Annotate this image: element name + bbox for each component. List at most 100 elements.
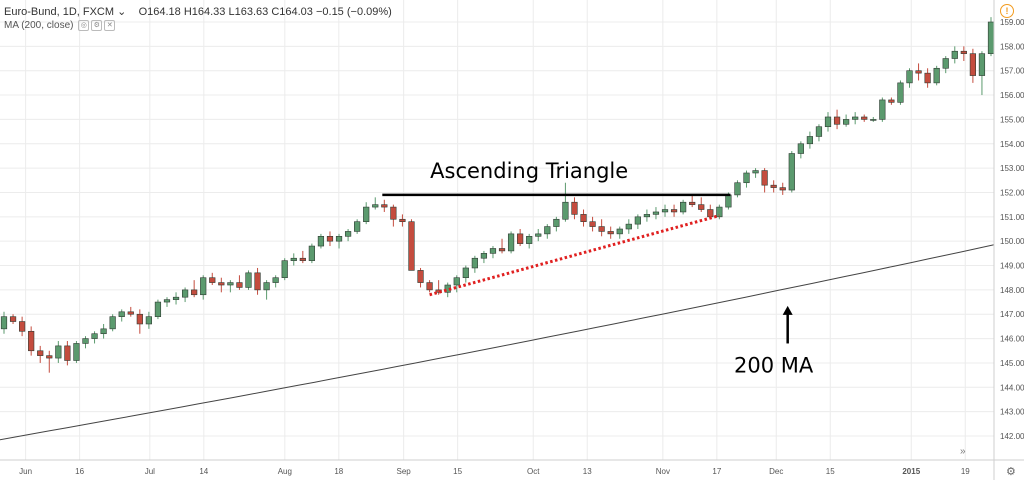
candlestick xyxy=(154,299,162,320)
candle-body xyxy=(752,170,759,174)
candlestick xyxy=(571,197,578,220)
y-tick-label: 145.00 xyxy=(1000,359,1024,368)
ohlc-open: O164.18 xyxy=(138,6,181,18)
candle-body xyxy=(779,187,786,191)
candlestick xyxy=(0,311,8,334)
x-tick-label: Oct xyxy=(527,467,540,476)
visibility-icon[interactable]: ◎ xyxy=(78,20,90,31)
candle-body xyxy=(580,214,587,222)
candle-body xyxy=(209,277,216,283)
candle-body xyxy=(181,289,189,298)
candlestick xyxy=(535,229,542,242)
candle-body xyxy=(399,218,406,222)
candle-body xyxy=(462,267,469,279)
candlestick xyxy=(897,80,904,105)
candle-body xyxy=(372,204,379,208)
candle-body xyxy=(326,236,334,242)
candlestick xyxy=(879,97,886,122)
candlestick xyxy=(381,199,388,212)
candlestick xyxy=(888,97,895,105)
candlestick xyxy=(408,219,415,271)
candle-body xyxy=(634,216,641,225)
y-tick-label: 144.00 xyxy=(1000,383,1024,392)
candle-body xyxy=(815,126,823,137)
candle-body xyxy=(200,277,207,296)
candlestick xyxy=(55,341,62,363)
candle-body xyxy=(100,328,107,335)
ohlc-high: H164.33 xyxy=(183,6,226,18)
candle-body xyxy=(698,204,705,210)
candle-body xyxy=(163,299,171,303)
ohlc-change: −0.15 (−0.09%) xyxy=(315,6,392,18)
y-tick-label: 153.00 xyxy=(1000,164,1024,173)
annotations: Ascending Triangle 200 MA xyxy=(382,159,814,378)
candlestick xyxy=(417,267,424,288)
candle-body xyxy=(707,209,714,218)
chevron-down-icon[interactable]: ⌄ xyxy=(117,6,127,18)
candle-body xyxy=(942,58,949,69)
grid xyxy=(0,0,994,460)
candlestick xyxy=(480,250,488,264)
candle-body xyxy=(344,231,352,237)
candlestick xyxy=(200,275,207,300)
candle-body xyxy=(263,282,270,291)
candlestick xyxy=(127,306,134,317)
x-tick-label: Sep xyxy=(397,467,412,476)
indicator-legend[interactable]: MA (200, close) ◎ ⚙ ✕ xyxy=(4,20,116,31)
candlestick xyxy=(354,219,361,234)
gear-icon[interactable]: ⚙ xyxy=(1006,466,1016,478)
scroll-to-realtime-icon[interactable]: » xyxy=(960,446,966,457)
x-tick-label: 19 xyxy=(961,467,970,476)
candlestick xyxy=(960,46,967,61)
candlestick xyxy=(924,68,931,88)
candlestick xyxy=(843,114,850,127)
candle-body xyxy=(770,184,777,188)
candle-body xyxy=(390,206,397,220)
candlestick xyxy=(933,65,940,86)
ma-200-line xyxy=(0,244,995,441)
candle-body xyxy=(562,201,569,220)
candlestick xyxy=(172,292,180,305)
candle-body xyxy=(91,333,98,339)
x-tick-label: Jun xyxy=(19,467,32,476)
candle-body xyxy=(408,221,415,271)
candle-body xyxy=(852,116,859,120)
candle-body xyxy=(281,260,288,279)
y-tick-label: 152.00 xyxy=(1000,188,1024,197)
candlestick xyxy=(453,275,460,293)
candle-body xyxy=(951,50,958,59)
warning-icon[interactable]: ! xyxy=(1000,4,1014,18)
candle-body xyxy=(426,282,433,291)
y-tick-label: 156.00 xyxy=(1000,91,1024,100)
candlestick xyxy=(136,309,143,334)
close-icon[interactable]: ✕ xyxy=(104,20,116,31)
candle-body xyxy=(987,21,995,54)
symbol-name[interactable]: Euro-Bund, 1D, FXCM xyxy=(4,6,115,18)
candle-body xyxy=(218,282,225,286)
settings-icon[interactable]: ⚙ xyxy=(91,20,103,31)
candlestick xyxy=(46,350,53,373)
candlesticks[interactable] xyxy=(0,17,995,373)
candlestick xyxy=(191,280,198,298)
candlestick xyxy=(263,280,270,300)
candle-body xyxy=(73,343,80,361)
candle-body xyxy=(879,99,886,120)
candlestick xyxy=(109,314,116,332)
candlestick xyxy=(824,112,832,132)
candlestick xyxy=(852,112,859,125)
candle-body xyxy=(643,214,651,218)
candle-body xyxy=(535,233,542,237)
symbol-legend[interactable]: Euro-Bund, 1D, FXCM ⌄ O164.18 H164.33 L1… xyxy=(4,5,392,18)
x-tick-label: 14 xyxy=(199,467,208,476)
candle-body xyxy=(127,311,134,315)
candlestick xyxy=(661,204,669,217)
annotation-label: Ascending Triangle xyxy=(430,159,628,183)
candle-body xyxy=(806,136,814,145)
x-tick-label: Aug xyxy=(278,467,292,476)
candlestick xyxy=(326,231,334,247)
candlestick xyxy=(544,224,551,239)
candle-body xyxy=(272,277,279,283)
x-tick-label: 16 xyxy=(75,467,84,476)
